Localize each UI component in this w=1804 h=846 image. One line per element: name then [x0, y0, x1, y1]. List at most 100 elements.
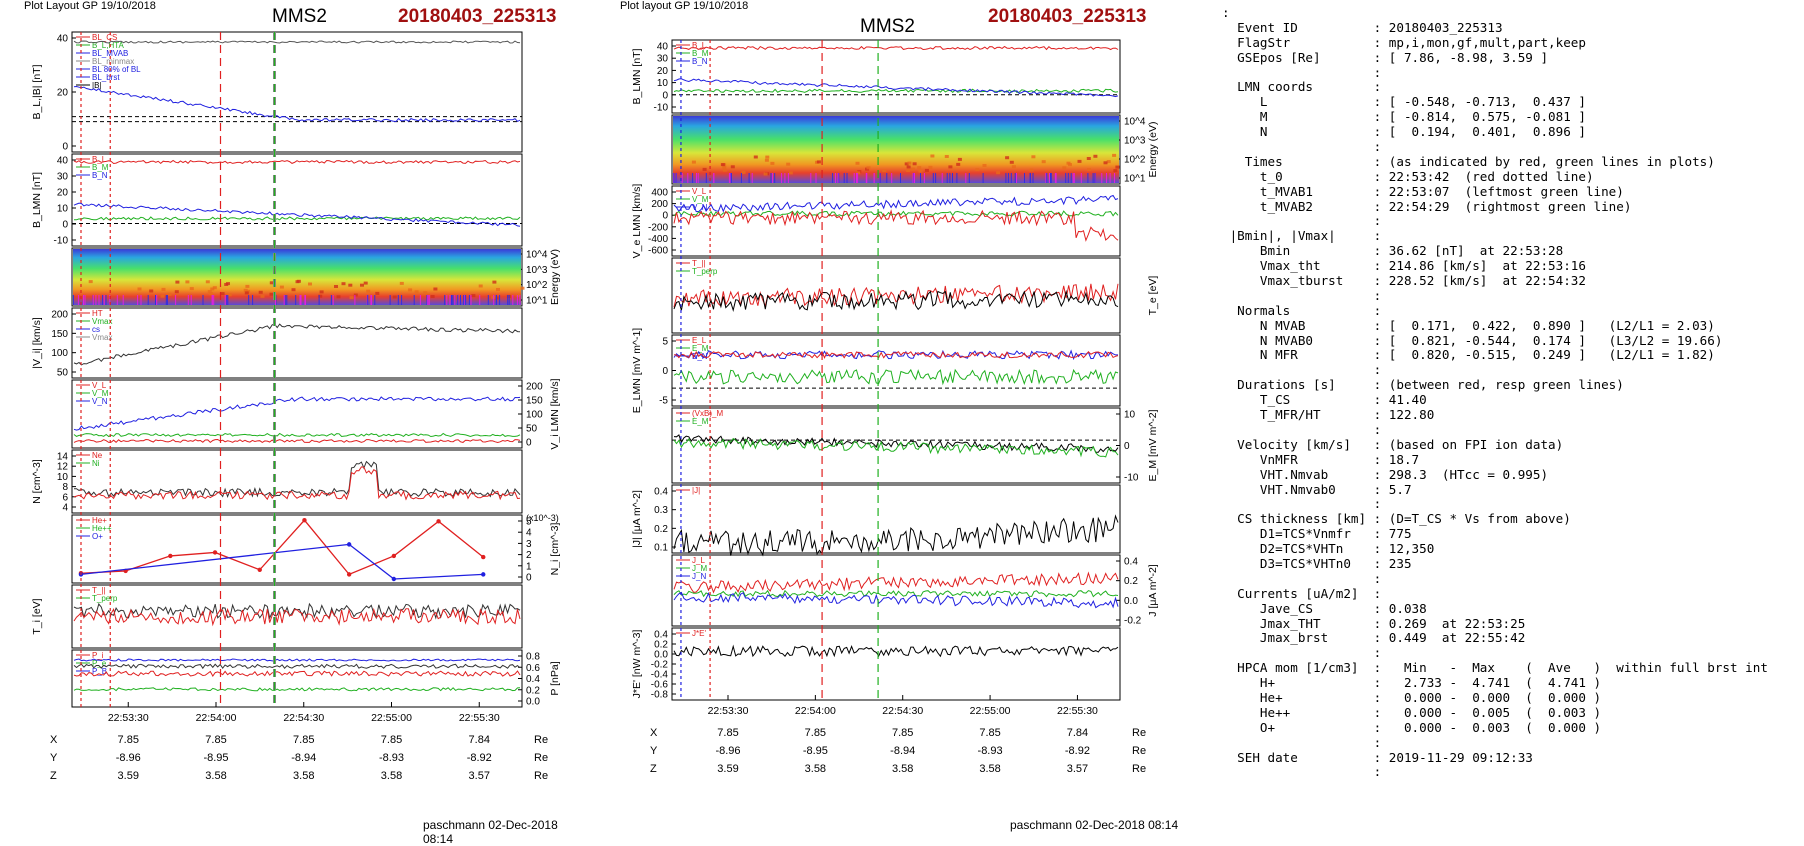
y-tick-label: 8 — [62, 482, 68, 493]
y-tick-label: 20 — [657, 66, 669, 77]
legend-label: Vmax — [92, 317, 112, 326]
y-tick-label: 30 — [657, 54, 669, 65]
summary-line: L : [ -0.548, -0.713, 0.437 ] — [1222, 94, 1586, 110]
mid-svg-spec-1-blob — [1062, 166, 1067, 170]
left-svg-spec-2-blob — [478, 284, 483, 288]
panel-p: 0.80.60.40.20.0 P [nPa] P_iP_eP_B — [71, 649, 560, 708]
series-point — [436, 519, 441, 524]
panel-frame — [71, 153, 523, 247]
x-tick-label: 22:54:30 — [283, 712, 324, 724]
summary-line: Normals : — [1222, 302, 1382, 318]
legend-label: V_N — [692, 203, 708, 212]
left-event-id: 20180403_225313 — [398, 6, 557, 27]
coord-unit: Re — [534, 734, 548, 746]
coord-unit: Re — [1132, 745, 1146, 757]
summary-line: FlagStr : mp,i,mon,gf,mult,part,keep — [1222, 34, 1586, 50]
legend-label: He+ — [92, 516, 107, 525]
left-svg-spec-2-blob — [244, 291, 249, 295]
summary-line: N MFR : [ 0.820, -0.515, 0.249 ] (L2/L1 … — [1222, 347, 1715, 363]
coord-value: 7.85 — [805, 727, 826, 739]
mid-svg-spec-1-blob — [691, 160, 696, 164]
series-point — [391, 576, 397, 582]
y-axis-label: Energy (eV) — [549, 249, 560, 305]
mid-svg-spec-1-blob — [816, 160, 821, 164]
x-tick-label: 22:55:30 — [1057, 705, 1098, 717]
y-tick-label: 100 — [526, 410, 543, 421]
left-svg-spec-2-blob — [189, 287, 194, 291]
coord-value: -8.94 — [890, 745, 915, 757]
mid-svg-spec-1-blob — [956, 162, 961, 166]
series-point — [481, 572, 486, 577]
y-axis-label: N [cm^-3] — [31, 459, 43, 504]
x-tick-label: 22:53:30 — [708, 705, 749, 717]
y-tick-label: 400 — [651, 188, 668, 199]
y-axis-label: E_LMN [mV m^-1] — [631, 328, 643, 414]
y-tick-label: 200 — [651, 199, 668, 210]
left-svg-spec-2-blob — [269, 292, 274, 296]
panel-frame — [71, 649, 523, 708]
coord-value: 7.84 — [1067, 727, 1088, 739]
coord-value: 7.85 — [892, 727, 913, 739]
mid-svg-spec-1-blob — [866, 166, 871, 170]
left-svg-spec-2-blob — [175, 280, 180, 284]
y-tick-label: 0.2 — [654, 640, 668, 651]
series-line — [73, 687, 521, 692]
summary-line: VnMFR : 18.7 — [1222, 451, 1420, 467]
legend-label: BL_MVAB — [92, 49, 128, 58]
legend-label: E_L — [692, 336, 707, 345]
y-tick-label: -0.8 — [651, 690, 669, 701]
summary-line: He+ : 0.000 - 0.000 ( 0.000 ) — [1222, 689, 1602, 705]
series-point — [257, 567, 262, 572]
series-line — [73, 607, 521, 627]
x-tick-label: 22:54:30 — [882, 705, 923, 717]
y-tick-label: 0.4 — [654, 487, 668, 498]
left-svg-spec-2-blob — [243, 288, 248, 292]
left-svg-spec-2-blob — [167, 292, 172, 296]
y-tick-label: 0 — [526, 438, 532, 449]
x-tick-label: 22:54:00 — [795, 705, 836, 717]
mid-svg-spec-1-blob — [944, 155, 949, 158]
y-axis-label: V_i LMN [km/s] — [549, 378, 560, 449]
left-svg-spec-2-blob — [137, 287, 142, 291]
legend-label: HT — [92, 309, 103, 318]
coord-value: 3.59 — [717, 763, 738, 775]
panel-te: T_e [eV] T_||T_perp — [671, 257, 1159, 334]
left-svg-spec-2-blob — [149, 289, 154, 293]
summary-line: : — [1222, 139, 1382, 155]
y-tick-label: 200 — [51, 310, 68, 321]
mid-svg-spec-1-blob — [975, 168, 980, 172]
summary-line: D3=TCS*VHTn0 : 235 — [1222, 555, 1412, 571]
y-tick-label: 0 — [62, 220, 68, 231]
mid-svg-spec-1-blob — [722, 168, 727, 172]
legend-label: J_L — [692, 556, 705, 565]
coord-value: 7.85 — [381, 734, 402, 746]
legend-label: B_N — [92, 171, 108, 180]
middle-plot-title: MMS2 — [860, 16, 915, 37]
coord-value: -8.94 — [291, 752, 316, 764]
coord-unit: Re — [534, 752, 548, 764]
y-tick-label: -600 — [648, 246, 668, 257]
series-line — [73, 432, 521, 438]
legend-label: He++ — [92, 524, 112, 533]
mid-svg-spec-1-blob — [906, 165, 911, 169]
y-tick-label: 0 — [526, 573, 532, 584]
mid-svg-spec-1-blob — [1086, 157, 1091, 160]
mid-svg-spec-1-blob — [996, 171, 1001, 175]
left-svg-spec-2-blob — [210, 287, 215, 291]
mid-svg-spec-1-blob — [856, 171, 861, 175]
y-axis-label: B_LMN [nT] — [31, 172, 43, 228]
y-axis-label: |V_i| [km/s] — [31, 317, 43, 369]
coord-value: 3.59 — [118, 770, 139, 782]
legend-label: Ne — [92, 451, 103, 460]
mid-svg-spec-1-blob — [1087, 168, 1091, 172]
summary-line: GSEpos [Re] : [ 7.86, -8.98, 3.59 ] — [1222, 49, 1549, 65]
y-tick-label: -0.2 — [1124, 616, 1142, 627]
left-svg-spec-2-blob — [399, 281, 404, 285]
y-axis-label: B_LMN [nT] — [631, 48, 643, 104]
series-line — [80, 519, 484, 576]
mid-svg-spec-1-blob — [1005, 156, 1010, 160]
legend-label: P_e — [92, 659, 107, 668]
